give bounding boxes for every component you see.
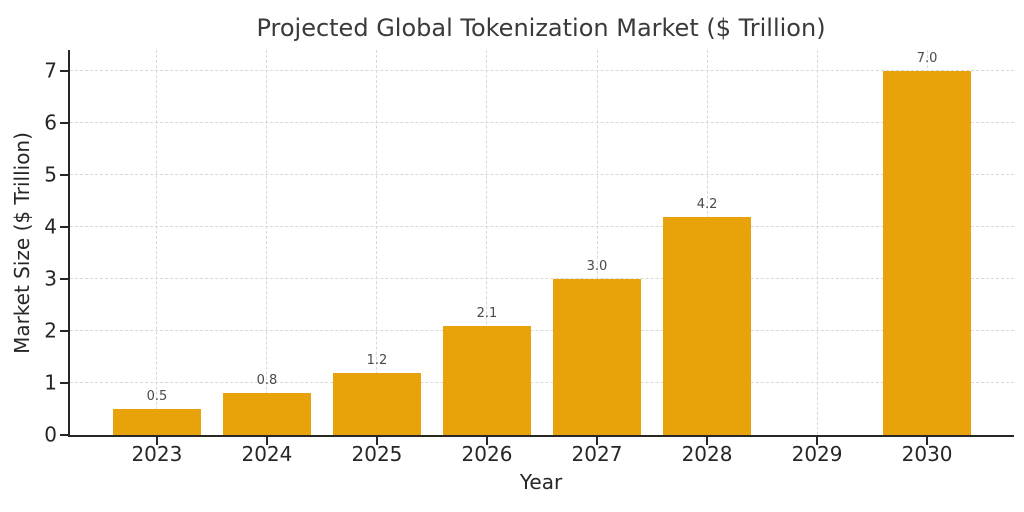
bar-value-label: 0.8 <box>256 373 278 389</box>
chart-title: Projected Global Tokenization Market ($ … <box>256 14 826 42</box>
bar-value-label: 7.0 <box>916 50 938 66</box>
y-tick-mark <box>60 225 68 228</box>
y-tick-mark <box>60 121 68 124</box>
x-gridline <box>816 50 818 435</box>
x-tick-label: 2023 <box>131 442 183 466</box>
bar-2030 <box>883 70 972 435</box>
x-tick-label: 2028 <box>681 442 733 466</box>
y-tick-label: 6 <box>44 110 57 135</box>
y-gridline <box>70 226 1014 228</box>
y-gridline <box>70 122 1014 124</box>
y-tick-mark <box>60 381 68 384</box>
x-tick-label: 2024 <box>241 442 293 466</box>
bar-value-label: 0.5 <box>146 389 168 404</box>
x-gridline <box>266 50 268 435</box>
x-tick-mark <box>596 437 598 445</box>
x-gridline <box>156 50 158 435</box>
bar-2026 <box>442 325 531 435</box>
x-gridline <box>486 50 488 435</box>
y-tick-label: 3 <box>44 266 57 291</box>
y-tick-label: 4 <box>44 214 57 239</box>
plot-area: 0 1 2 3 4 5 6 7 2023 0.5 2024 0.8 2025 1.2 2026 2.1 2027… <box>44 50 1014 464</box>
y-tick-mark <box>60 277 68 280</box>
y-gridline <box>70 70 1014 72</box>
x-tick-mark <box>706 437 709 445</box>
bar-value-label: 3.0 <box>586 258 608 274</box>
x-tick-mark <box>926 437 929 445</box>
y-gridline <box>70 330 1014 332</box>
bar-2024 <box>222 393 311 435</box>
y-tick-label: 1 <box>44 370 57 395</box>
x-gridline <box>596 50 598 435</box>
x-axis-label: Year <box>519 470 563 494</box>
x-tick-mark <box>155 437 158 445</box>
y-gridline <box>70 174 1014 176</box>
y-tick-label: 0 <box>44 422 57 447</box>
x-tick-label: 2030 <box>901 442 953 466</box>
x-tick-label: 2027 <box>571 442 623 466</box>
y-tick-label: 2 <box>44 318 57 343</box>
y-tick-label: 5 <box>44 162 57 187</box>
x-tick-mark <box>265 437 268 445</box>
bar-2023 <box>112 409 201 435</box>
y-tick-mark <box>60 173 68 176</box>
x-gridline <box>376 50 378 435</box>
y-gridline <box>70 278 1014 280</box>
x-tick-label: 2026 <box>461 442 513 466</box>
bar-2028 <box>663 216 752 435</box>
bar-value-label: 4.2 <box>696 196 718 212</box>
bar-2027 <box>553 278 642 435</box>
y-tick-mark <box>60 69 68 72</box>
x-tick-mark <box>816 437 819 445</box>
y-tick-mark <box>60 329 68 332</box>
bar-value-label: 2.1 <box>476 305 498 321</box>
x-tick-mark <box>485 437 488 445</box>
x-tick-label: 2029 <box>791 442 843 466</box>
x-tick-label: 2025 <box>351 442 403 466</box>
y-tick-mark <box>60 434 68 436</box>
y-gridline <box>70 382 1014 384</box>
bar-2025 <box>332 372 421 435</box>
y-axis-label: Market Size ($ Trillion) <box>10 132 34 354</box>
x-tick-mark <box>375 437 378 445</box>
y-tick-label: 7 <box>44 58 57 83</box>
bar-value-label: 1.2 <box>366 352 388 368</box>
